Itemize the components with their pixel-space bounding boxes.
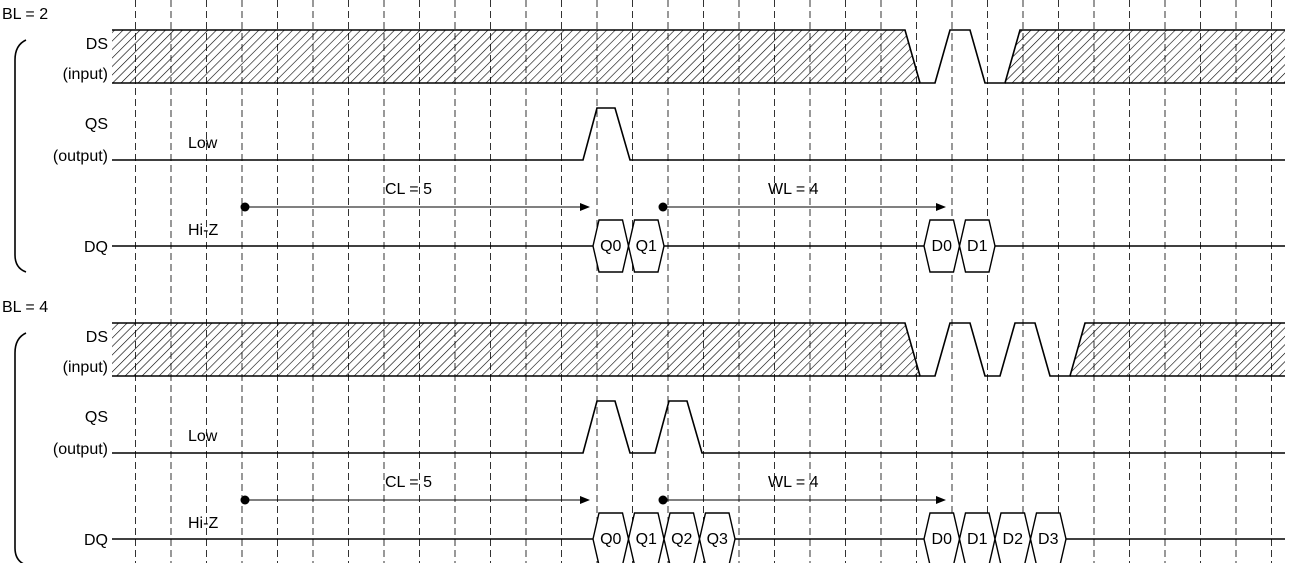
ds-label: DS [86,36,108,53]
label-bg [30,407,110,429]
qs-sub: (output) [53,441,108,458]
data-cell [958,219,996,273]
cl-label: CL = 5 [385,181,432,198]
ds-signal [112,29,1285,84]
ds-hatch [1005,30,1285,83]
qs-sub: (output) [53,148,108,165]
label-bg [30,64,110,86]
label-bg [60,235,110,257]
cell-label: Q1 [636,238,657,255]
data-cell [627,219,665,273]
label-bg [30,146,110,168]
dq-label: DQ [84,239,108,256]
ds-hatch [112,323,920,376]
ds-sub: (input) [63,359,108,376]
ds-label: DS [86,329,108,346]
cell-label: D0 [932,238,953,255]
cell-label: Q1 [636,531,657,548]
dq-level: Hi-Z [188,222,218,239]
cell-label: D1 [967,238,988,255]
cell-label: Q2 [671,531,692,548]
qs-signal [112,107,1285,161]
qs-level: Low [188,428,218,445]
ds-hatch [1070,323,1285,376]
dq-level: Hi-Z [188,515,218,532]
dq-label: DQ [84,532,108,549]
data-cell [698,512,736,563]
cl-label: CL = 5 [385,474,432,491]
cell-label: D0 [932,531,953,548]
label-bg [30,114,110,136]
label-bg [0,4,60,26]
cell-label: D3 [1038,531,1059,548]
qs-signal [112,400,1285,454]
qs-label: QS [85,116,108,133]
cell-label: Q3 [707,531,728,548]
content: BL = 2 DS (input) QS (output) Low CL = 5 WL = 4… [0,4,1285,563]
label-bg [0,297,60,319]
label-bg [30,327,110,349]
brace [14,39,27,273]
grid [135,0,1272,563]
label-bg [30,439,110,461]
ds-signal [112,322,1285,377]
label-bg [30,34,110,56]
qs-label: QS [85,409,108,426]
cell-label: Q0 [600,238,621,255]
label-bg [30,357,110,379]
qs-level: Low [188,135,218,152]
wl-label: WL = 4 [768,474,819,491]
data-cell [1029,512,1067,563]
cell-label: Q0 [600,531,621,548]
burst-label: BL = 4 [2,299,48,316]
cell-label: D2 [1003,531,1024,548]
burst-label: BL = 2 [2,6,48,23]
brace [14,332,27,563]
ds-sub: (input) [63,66,108,83]
label-bg [60,528,110,550]
cell-label: D1 [967,531,988,548]
ds-hatch [112,30,920,83]
wl-label: WL = 4 [768,181,819,198]
